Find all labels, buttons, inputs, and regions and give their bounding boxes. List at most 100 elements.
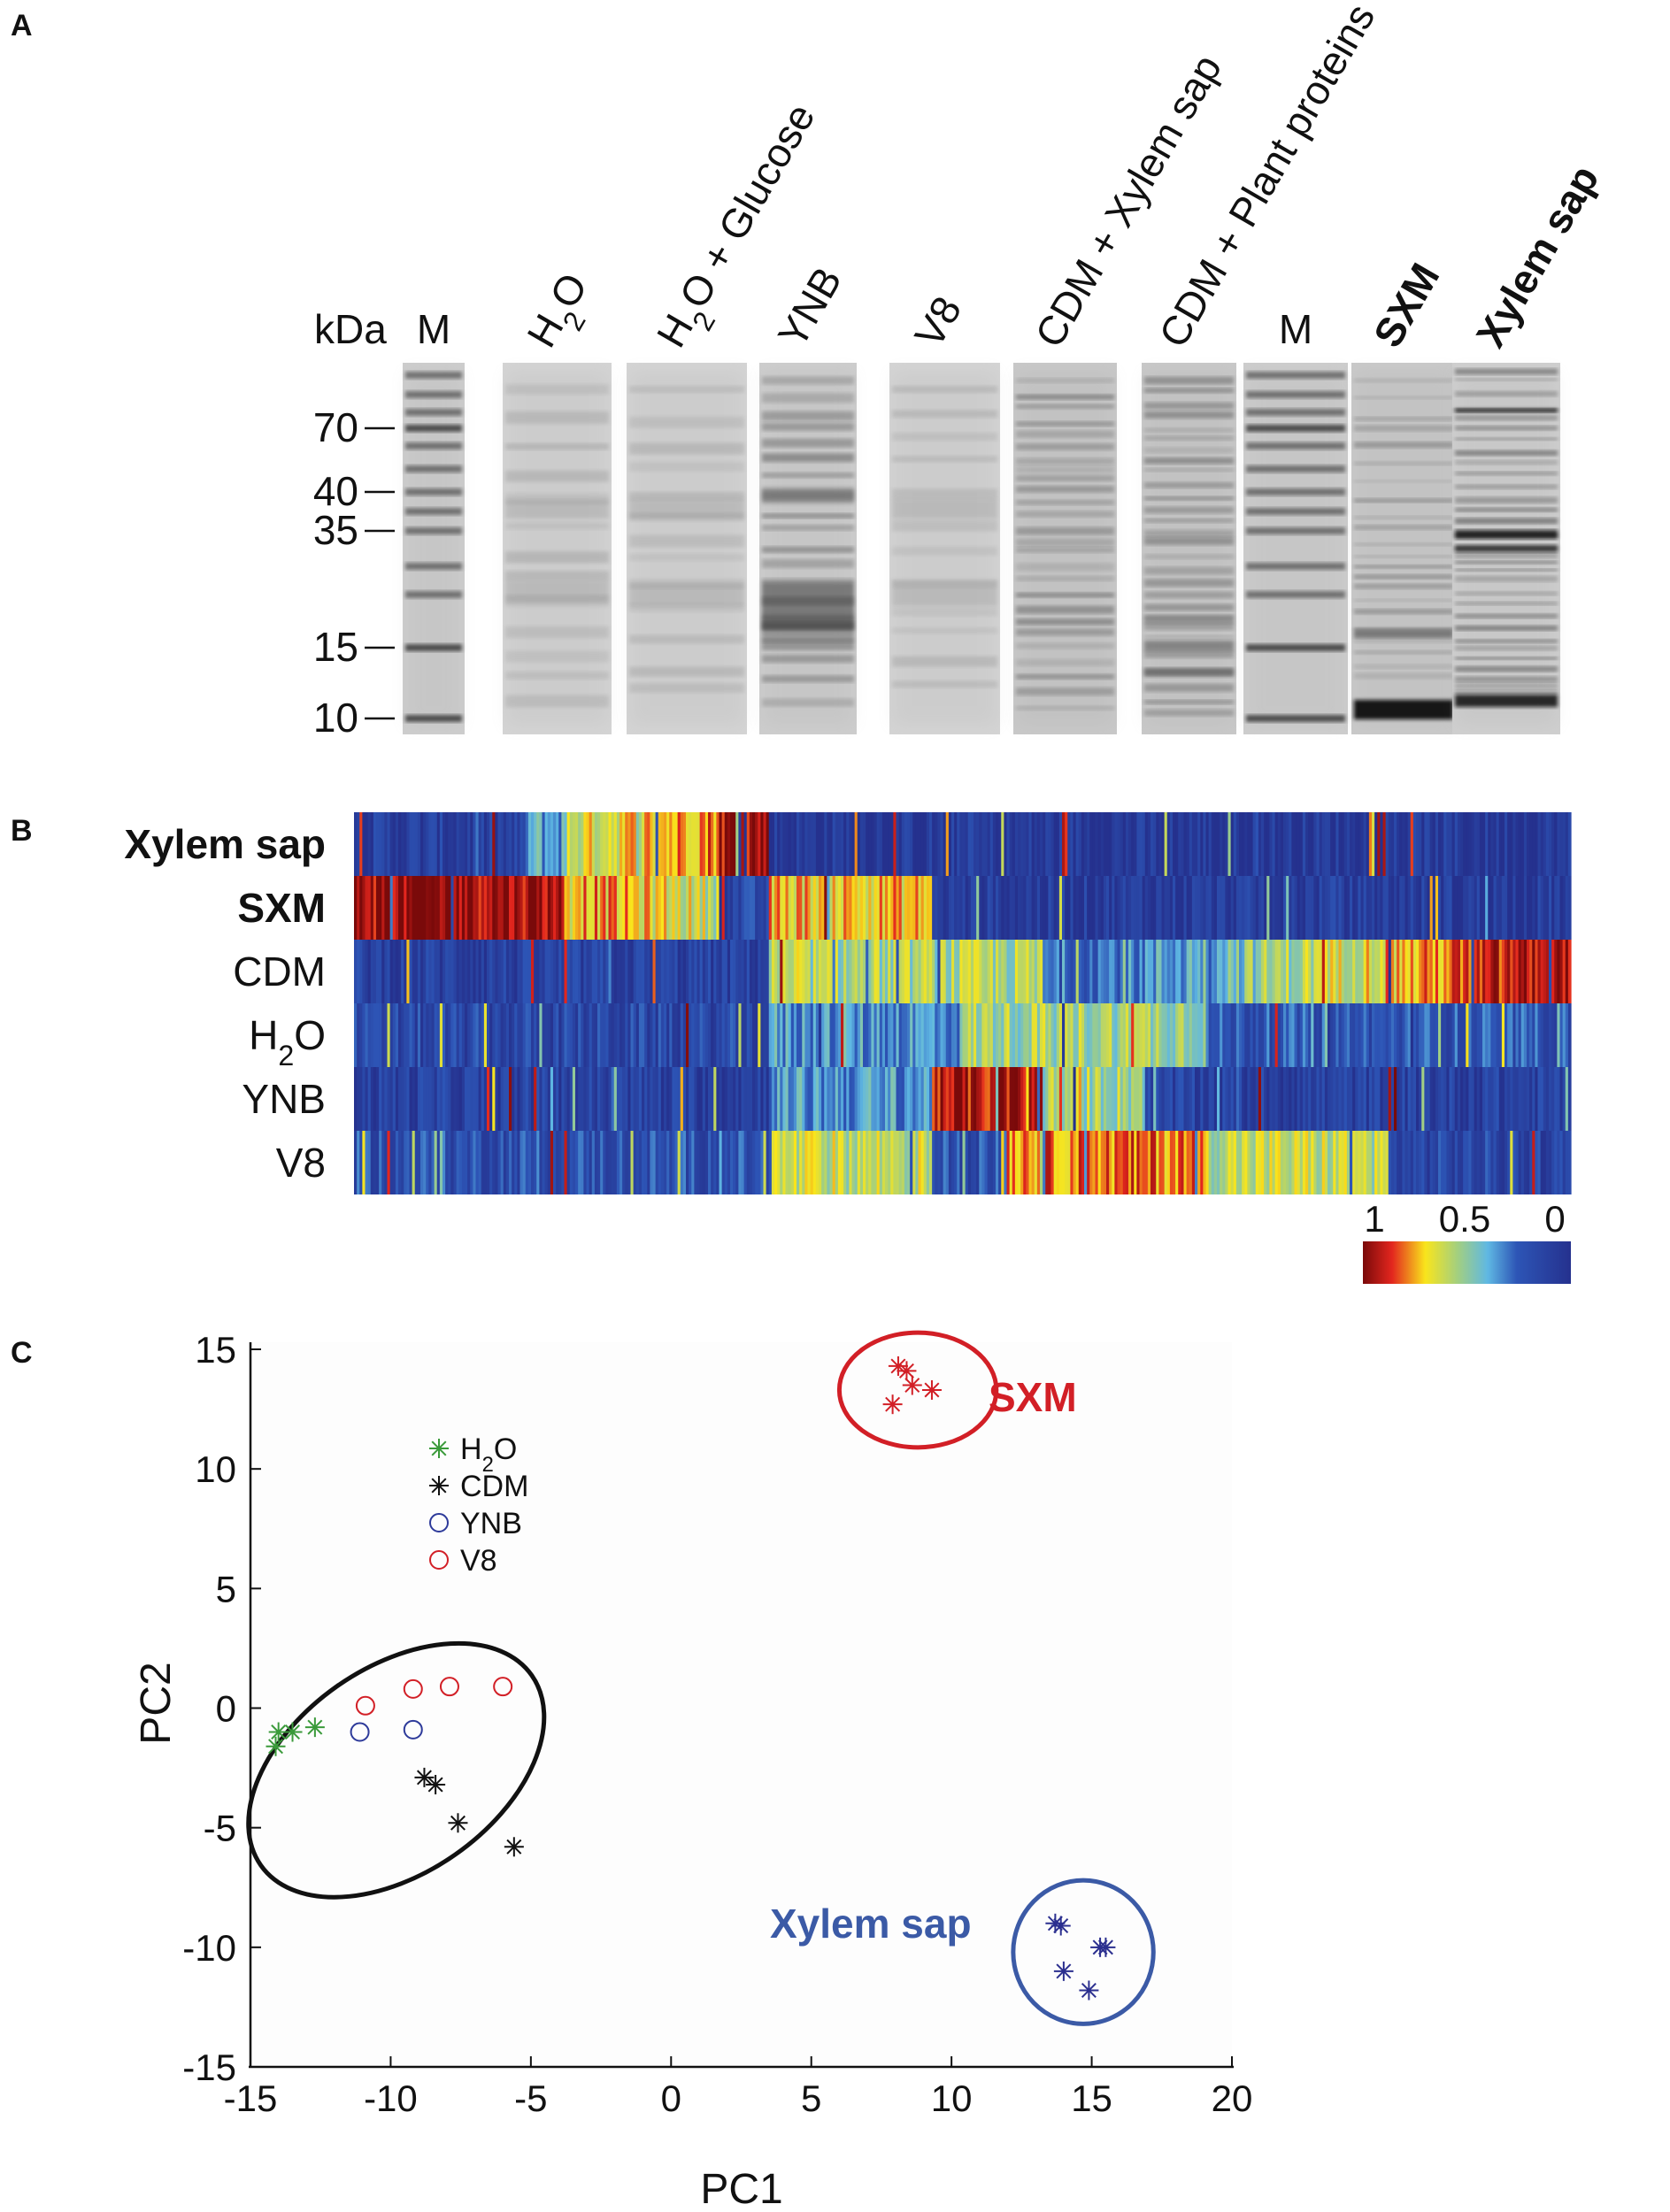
- heatmap-cell: [473, 812, 477, 876]
- heatmap-cell: [1451, 940, 1456, 1003]
- heatmap-cell: [935, 876, 938, 940]
- heatmap-cell: [1114, 1131, 1119, 1194]
- heatmap-cell: [992, 812, 997, 876]
- heatmap-cell: [716, 940, 720, 1003]
- heatmap-cell: [461, 1003, 466, 1067]
- heatmap-cell: [957, 1131, 960, 1194]
- cluster-ellipse: [836, 1330, 999, 1450]
- heatmap-cell: [1131, 876, 1135, 940]
- heatmap-cell: [1175, 1067, 1179, 1131]
- heatmap-cell: [547, 1131, 551, 1194]
- heatmap-cell: [1374, 876, 1378, 940]
- heatmap-cell: [1482, 876, 1486, 940]
- heatmap-cell: [904, 1003, 908, 1067]
- heatmap-cell: [901, 1067, 905, 1131]
- heatmap-cell: [1128, 876, 1132, 940]
- heatmap-cell: [566, 812, 571, 876]
- legend-label: V8: [460, 1544, 497, 1578]
- heatmap-cell: [713, 812, 717, 876]
- heatmap-cell: [1112, 876, 1115, 940]
- heatmap-cell: [1410, 876, 1414, 940]
- gel-band: [1354, 650, 1453, 655]
- heatmap-cell: [1338, 940, 1343, 1003]
- heatmap-cell: [1242, 940, 1245, 1003]
- heatmap-cell: [948, 1131, 952, 1194]
- gel-band: [1455, 695, 1558, 707]
- heatmap-cell: [376, 876, 380, 940]
- heatmap-cell: [1551, 1131, 1555, 1194]
- heatmap-cell: [483, 812, 488, 876]
- heatmap-cell: [625, 876, 628, 940]
- heatmap-cell: [1441, 1131, 1444, 1194]
- heatmap-cell: [1407, 1131, 1412, 1194]
- heatmap-cell: [1474, 876, 1478, 940]
- heatmap-cell: [719, 1067, 723, 1131]
- heatmap-cell: [1112, 1067, 1115, 1131]
- heatmap-cell: [799, 876, 803, 940]
- heatmap-cell: [1139, 940, 1143, 1003]
- heatmap-cell: [979, 812, 982, 876]
- heatmap-cell: [605, 1003, 610, 1067]
- heatmap-cell: [1313, 876, 1318, 940]
- heatmap-cell: [893, 1067, 897, 1131]
- heatmap-cell: [766, 1003, 770, 1067]
- heatmap-cell: [398, 1131, 402, 1194]
- heatmap-cell: [810, 1003, 814, 1067]
- heatmap-cell: [1545, 1003, 1550, 1067]
- gel-band: [1455, 415, 1558, 421]
- heatmap-cell: [1557, 812, 1561, 876]
- heatmap-cell: [638, 876, 643, 940]
- heatmap-cell: [893, 1003, 897, 1067]
- heatmap-cell: [525, 1131, 529, 1194]
- heatmap-cell: [467, 812, 471, 876]
- heatmap-cell: [439, 1131, 443, 1194]
- label-tail: O: [541, 265, 596, 316]
- heatmap-cell: [780, 876, 783, 940]
- heatmap-cell: [1014, 940, 1019, 1003]
- heatmap-cell: [1004, 1003, 1008, 1067]
- heatmap-cell: [1250, 1131, 1254, 1194]
- heatmap-cell: [1158, 876, 1163, 940]
- heatmap-cell: [743, 876, 748, 940]
- heatmap-cell: [608, 812, 612, 876]
- heatmap-cell: [465, 812, 468, 876]
- gel-band: [1354, 515, 1453, 519]
- heatmap-cell: [512, 812, 515, 876]
- heatmap-cell: [1103, 812, 1107, 876]
- heatmap-cell: [561, 1131, 566, 1194]
- heatmap-cell: [505, 1131, 510, 1194]
- heatmap-cell: [1482, 1067, 1486, 1131]
- heatmap-cell: [1095, 1131, 1099, 1194]
- heatmap-cell: [1421, 1067, 1425, 1131]
- heatmap-cell: [802, 940, 805, 1003]
- heatmap-cell: [1421, 876, 1425, 940]
- heatmap-cell: [719, 876, 723, 940]
- heatmap-cell: [1173, 1067, 1176, 1131]
- heatmap-cell: [1350, 1067, 1353, 1131]
- heatmap-cell: [854, 940, 858, 1003]
- heatmap-cell: [1394, 876, 1397, 940]
- heatmap-cell: [1427, 1131, 1431, 1194]
- heatmap-cell: [597, 876, 601, 940]
- heatmap-cell: [527, 1003, 532, 1067]
- heatmap-cell: [868, 940, 872, 1003]
- heatmap-cell: [644, 812, 648, 876]
- heatmap-cell: [362, 940, 366, 1003]
- heatmap-cell: [719, 812, 723, 876]
- heatmap-cell: [1244, 1003, 1248, 1067]
- heatmap-cell: [666, 1131, 670, 1194]
- heatmap-cell: [771, 812, 775, 876]
- heatmap-cell: [1488, 1131, 1491, 1194]
- heatmap-cell: [456, 940, 460, 1003]
- heatmap-cell: [539, 1003, 543, 1067]
- heatmap-cell: [1338, 1067, 1343, 1131]
- heatmap-cell: [1147, 812, 1151, 876]
- heatmap-cell: [605, 812, 610, 876]
- heatmap-cell: [357, 1067, 360, 1131]
- heatmap-cell: [1537, 876, 1542, 940]
- heatmap-cell: [481, 1131, 485, 1194]
- heatmap-cell: [664, 812, 667, 876]
- heatmap-cell: [1537, 940, 1542, 1003]
- scatter-point: [414, 1767, 435, 1787]
- heatmap-cell: [561, 812, 566, 876]
